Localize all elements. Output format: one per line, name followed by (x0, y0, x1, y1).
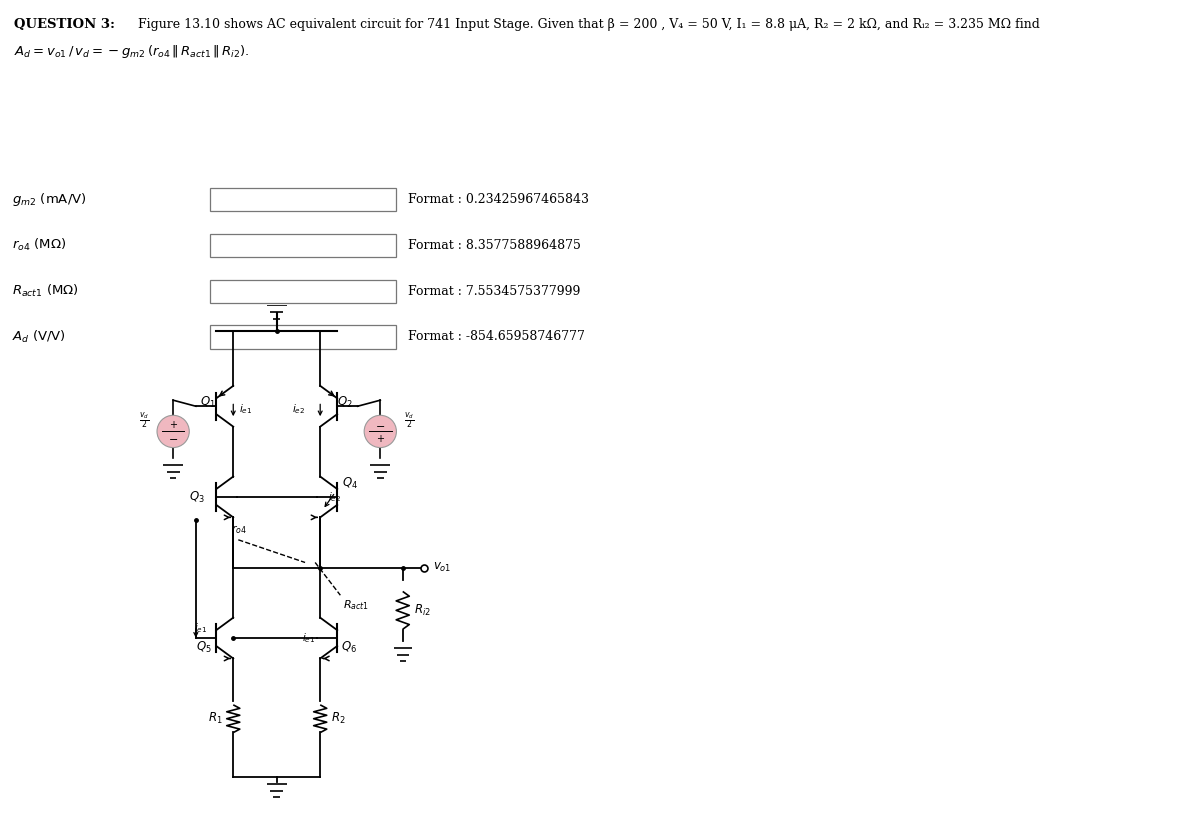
Text: $R_1$: $R_1$ (208, 711, 222, 726)
Text: $A_d$ (V/V): $A_d$ (V/V) (12, 329, 66, 345)
Text: $Q_4$: $Q_4$ (342, 476, 358, 491)
Text: $+$: $+$ (169, 419, 178, 430)
Text: $r_{o4}$ (M$\Omega$): $r_{o4}$ (M$\Omega$) (12, 237, 66, 254)
Text: $Q_6$: $Q_6$ (341, 640, 356, 655)
Text: Format : 7.5534575377999: Format : 7.5534575377999 (408, 285, 581, 298)
Text: $+$: $+$ (376, 433, 385, 443)
Text: $R_2$: $R_2$ (331, 711, 346, 726)
Text: $r_{o4}$: $r_{o4}$ (230, 523, 247, 536)
Text: $Q_2$: $Q_2$ (337, 395, 353, 410)
Text: $Q_1$: $Q_1$ (200, 395, 216, 410)
Text: $R_{i2}$: $R_{i2}$ (414, 603, 431, 618)
Text: $-$: $-$ (168, 433, 179, 443)
Circle shape (364, 415, 396, 448)
Text: $\frac{v_d}{2}$: $\frac{v_d}{2}$ (404, 411, 414, 432)
Text: $-$: $-$ (376, 419, 385, 429)
Text: $i_{e2}$: $i_{e2}$ (328, 490, 341, 504)
Text: Figure 13.10 shows AC equivalent circuit for 741 Input Stage. Given that β = 200: Figure 13.10 shows AC equivalent circuit… (138, 18, 1040, 32)
Bar (210, 234, 396, 257)
Text: Format : -854.65958746777: Format : -854.65958746777 (408, 330, 584, 344)
Text: $Q_5$: $Q_5$ (196, 640, 211, 655)
Circle shape (157, 415, 190, 448)
Text: $i_{e1}$: $i_{e1}$ (239, 402, 253, 416)
Text: $i_{e1}$: $i_{e1}$ (193, 622, 206, 635)
Text: $A_d = v_{o1}\,/\,v_d = -g_{m2}\,( r_{o4}\,\|\,R_{act1}\,\|\,R_{i2} ).$: $A_d = v_{o1}\,/\,v_d = -g_{m2}\,( r_{o4… (14, 43, 250, 60)
Text: $i_{e2}$: $i_{e2}$ (293, 402, 306, 416)
Text: $\frac{v_d}{2}$: $\frac{v_d}{2}$ (139, 411, 150, 432)
Text: Format : 8.3577588964875: Format : 8.3577588964875 (408, 239, 581, 252)
Text: $R_{act1}$ (M$\Omega$): $R_{act1}$ (M$\Omega$) (12, 283, 79, 300)
Text: $v_{o1}$: $v_{o1}$ (433, 561, 451, 574)
Bar (210, 188, 396, 211)
Text: $Q_3$: $Q_3$ (190, 489, 205, 504)
Bar (210, 325, 396, 349)
Bar (210, 280, 396, 303)
Text: $i_{e1}$: $i_{e1}$ (302, 631, 316, 646)
Text: $g_{m2}$ (mA/V): $g_{m2}$ (mA/V) (12, 191, 86, 208)
Text: QUESTION 3:: QUESTION 3: (14, 18, 115, 32)
Text: Format : 0.23425967465843: Format : 0.23425967465843 (408, 193, 589, 206)
Text: $R_{act1}$: $R_{act1}$ (343, 597, 368, 612)
